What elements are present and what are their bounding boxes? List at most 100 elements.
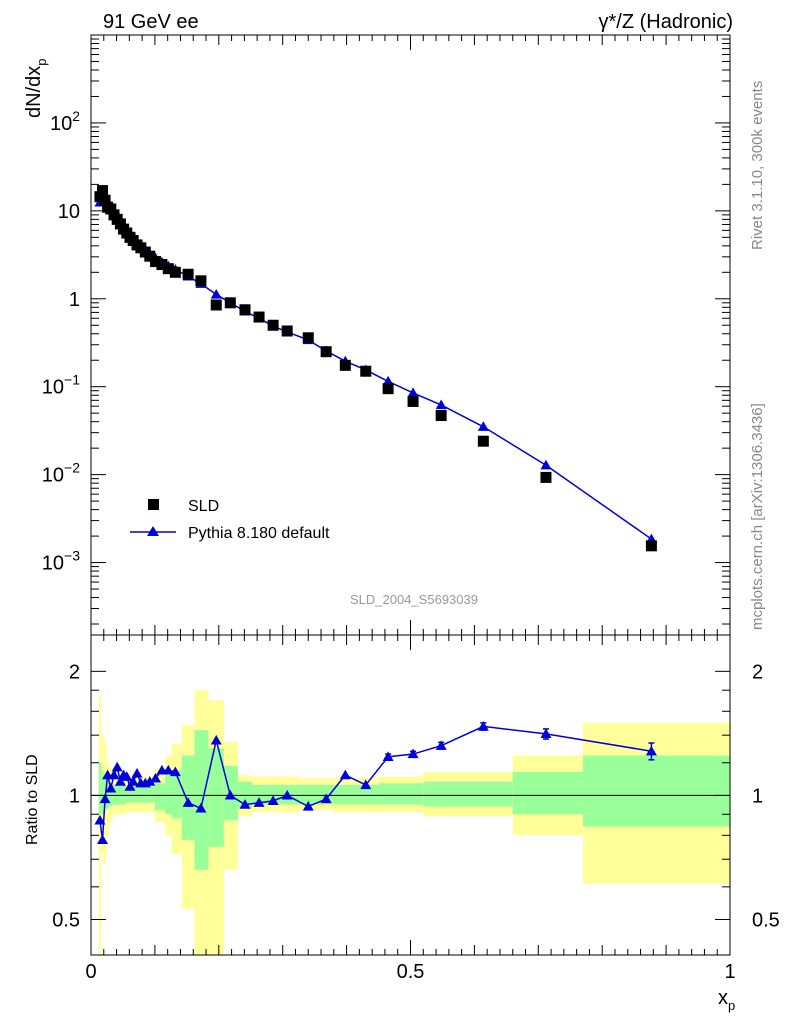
x-tick-label-2: 1 [724, 961, 735, 983]
mc-ratio-point-20 [182, 797, 194, 807]
ratio-y-tick-labels: 0.5 0.5 1 1 2 2 [52, 661, 780, 931]
ratio-band-inner-21 [583, 755, 730, 827]
ratio-band-inner-8 [165, 775, 172, 815]
legend-mc-label: Pythia 8.180 default [188, 525, 330, 542]
main-panel-frame [90, 34, 731, 636]
mc-ratio-point-4 [105, 782, 117, 793]
legend-sld-marker [148, 499, 159, 510]
title-left: 91 GeV ee [103, 11, 199, 33]
mc-ratio-point-29 [320, 793, 332, 804]
mc-ratio-point-33 [407, 748, 419, 759]
mc-ratio-point-2 [99, 793, 111, 804]
ratio-band-inner-7 [154, 783, 166, 811]
sld-point-35 [477, 435, 489, 447]
mc-ratio-point-9 [121, 771, 133, 781]
main-ytick-label-mantissa: 10 [50, 113, 72, 135]
mc-main-line [99, 199, 652, 540]
x-axis-label-sub: p [728, 998, 735, 1013]
sld-point-30 [339, 359, 351, 371]
mc-ratio-point-26 [267, 795, 279, 805]
rivet-label: Rivet 3.1.10, 300k events [749, 81, 766, 250]
ratio-band-inner-1 [101, 770, 104, 815]
sld-point-2 [99, 194, 111, 206]
ratio-ytick-label-left-2: 2 [69, 661, 80, 683]
ratio-axis-ticks [90, 635, 731, 955]
ratio-band-inner-4 [108, 783, 113, 807]
sld-point-1 [97, 185, 109, 197]
sld-point-37 [645, 540, 657, 552]
sld-point-28 [302, 332, 314, 344]
mc-ratio-point-21 [195, 802, 207, 813]
ratio-band-inner-19 [423, 781, 513, 807]
main-ytick-label-2: 10−1 [42, 372, 80, 399]
sld-point-21 [195, 275, 207, 287]
mc-ratio-point-31 [360, 779, 372, 790]
mc-ratio-point-6 [111, 761, 123, 772]
mc-ratio-point-25 [253, 797, 265, 807]
sld-point-32 [382, 383, 394, 395]
mc-ratio-point-7 [114, 776, 126, 786]
sld-point-24 [239, 304, 251, 316]
legend-sld-label: SLD [188, 498, 219, 515]
main-ytick-label-exponent: 2 [72, 108, 80, 124]
ratio-ytick-label-right-0: 0.5 [752, 909, 780, 931]
mc-ratio-point-37 [645, 745, 657, 756]
ratio-band-inner-17 [333, 784, 379, 805]
sld-point-34 [435, 410, 447, 422]
main-ytick-label-mantissa: 1 [69, 289, 80, 311]
sld-point-17 [156, 259, 168, 271]
sld-point-31 [360, 365, 372, 377]
ratio-band-inner-12 [208, 748, 224, 847]
ratio-band-inner-0 [98, 762, 102, 815]
ratio-y-axis-label: Ratio to SLD [24, 754, 41, 845]
sld-point-16 [150, 256, 162, 268]
ratio-band-inner-18 [378, 783, 424, 805]
mc-ratio-point-24 [239, 799, 251, 809]
mc-ratio-point-1 [97, 834, 109, 845]
main-ytick-label-mantissa: 10 [42, 553, 64, 575]
sld-point-23 [224, 297, 236, 309]
legend-mc-marker [147, 526, 159, 536]
main-ytick-label-exponent: −1 [64, 372, 80, 388]
main-ytick-label-5: 102 [50, 108, 80, 135]
x-tick-label-0: 0 [85, 961, 96, 983]
mcplots-label: mcplots.cern.ch [arXiv:1306.3436] [749, 403, 766, 630]
sld-point-15 [144, 250, 156, 262]
ratio-band-inner-5 [112, 784, 126, 805]
mc-ratio-point-16 [150, 772, 162, 783]
mc-series-ratio [94, 720, 657, 845]
mc-ratio-point-34 [435, 740, 447, 750]
x-axis-label-text: x [718, 987, 728, 1009]
main-ytick-label-mantissa: 10 [58, 201, 80, 223]
x-tick-label-1: 0.5 [397, 961, 425, 983]
main-ytick-label-exponent: −2 [64, 460, 80, 476]
mc-ratio-point-35 [477, 720, 489, 731]
mc-ratio-point-22 [210, 734, 222, 745]
mc-ratio-point-18 [162, 764, 174, 775]
title-right: γ*/Z (Hadronic) [599, 11, 733, 33]
main-axis-ticks [90, 34, 731, 635]
legend: SLD Pythia 8.180 default [130, 498, 330, 542]
main-ytick-label-1: 10−2 [42, 460, 80, 487]
mc-ratio-point-12 [131, 768, 143, 778]
ratio-ytick-label-right-1: 1 [752, 785, 763, 807]
sld-point-4 [105, 203, 117, 215]
main-ytick-label-exponent: −3 [64, 548, 80, 564]
mc-ratio-point-27 [281, 789, 293, 800]
mc-ratio-point-0 [94, 814, 106, 825]
x-tick-labels: 0 0.5 1 [85, 961, 735, 983]
main-y-axis-label-sub: p [34, 59, 49, 66]
mc-main-point-32 [382, 375, 394, 386]
mc-main-point-36 [540, 459, 552, 470]
mc-main-point-35 [477, 421, 489, 431]
ratio-band-inner-11 [194, 730, 209, 870]
sld-point-29 [320, 346, 332, 358]
sld-point-22 [210, 299, 222, 311]
main-ytick-label-0: 10−3 [42, 548, 80, 575]
ratio-band-inner-15 [252, 784, 300, 805]
sld-data-series [94, 185, 657, 552]
ratio-ytick-label-left-0: 0.5 [52, 909, 80, 931]
main-ytick-label-mantissa: 10 [42, 377, 64, 399]
ratio-band-inner-3 [106, 779, 109, 809]
ratio-ytick-label-left-1: 1 [69, 785, 80, 807]
